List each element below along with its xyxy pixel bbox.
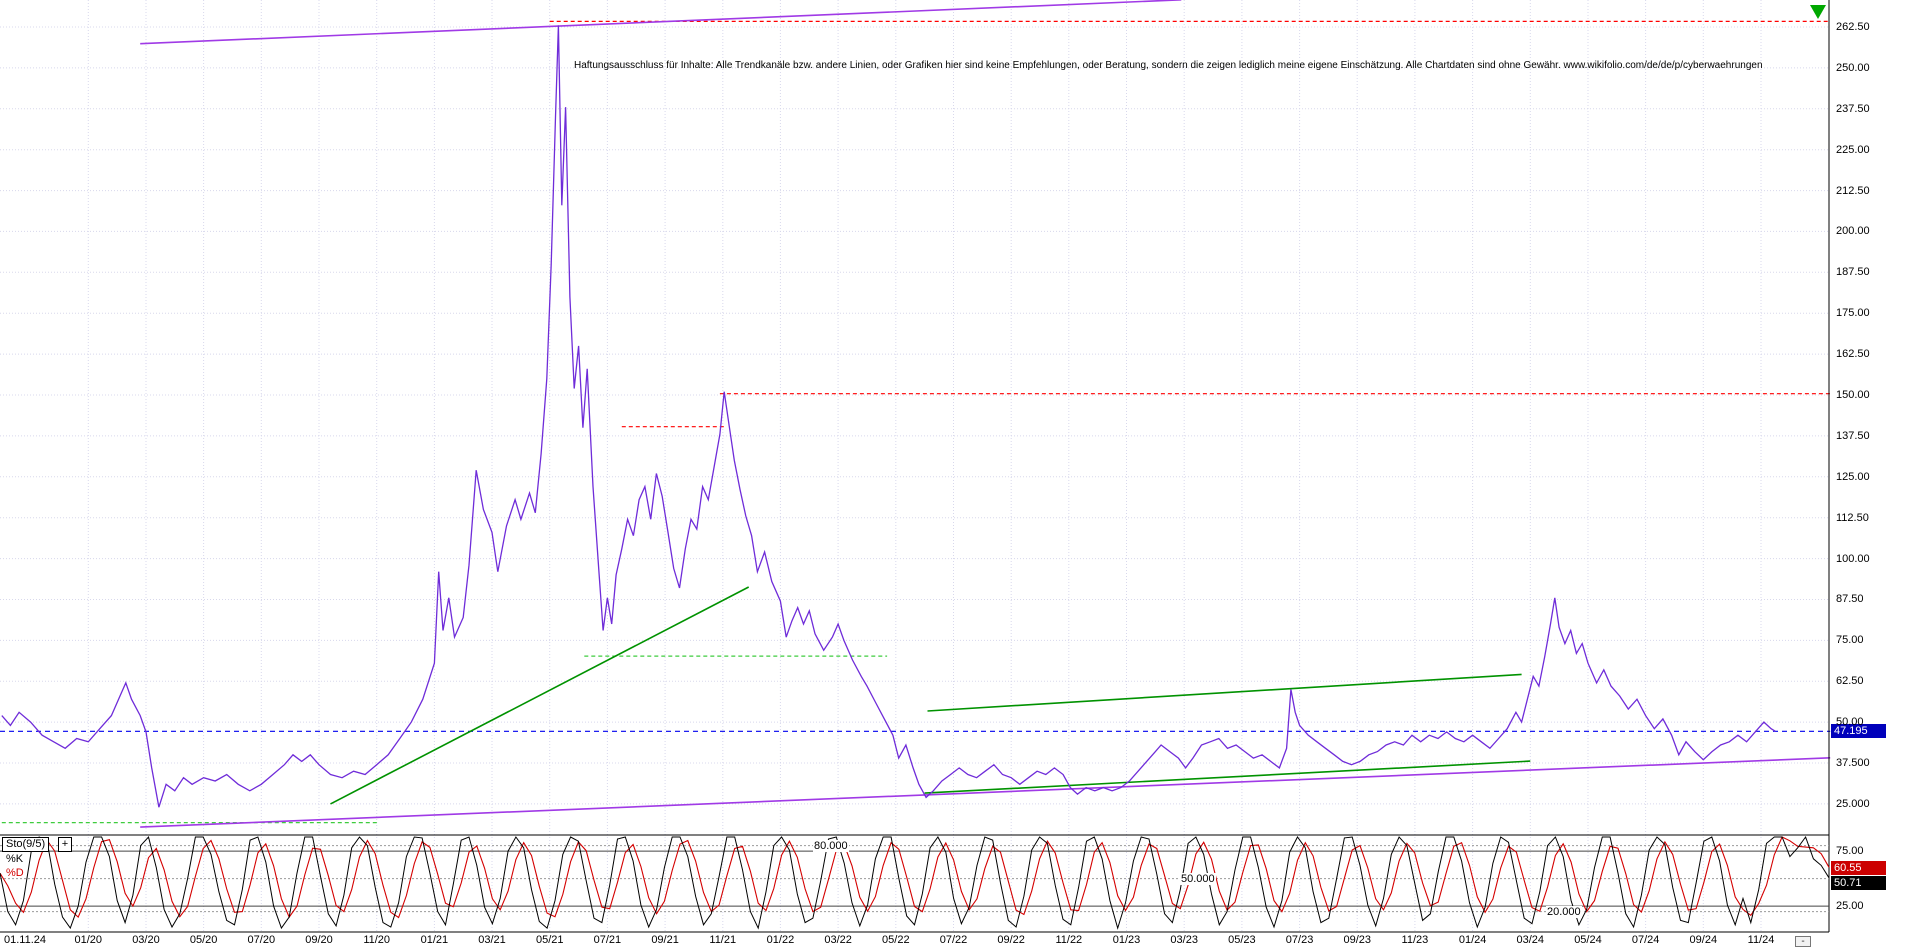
date-axis-label: 09/21: [651, 934, 679, 946]
price-axis-label: 62.50: [1836, 675, 1864, 688]
price-line: [1, 25, 1776, 808]
date-axis-label: 07/20: [247, 934, 276, 946]
date-axis-label: 01/22: [766, 934, 795, 946]
indicator-expand-button[interactable]: +: [58, 837, 72, 852]
price-axis-label: 112.50: [1836, 511, 1869, 524]
date-axis-label: 11/24: [1747, 934, 1775, 946]
date-axis-label: 01/21: [420, 934, 449, 946]
price-axis-label: 237.50: [1836, 102, 1870, 115]
date-axis-label: 11/21: [709, 934, 737, 946]
date-axis-label: 05/20: [189, 934, 218, 946]
price-axis-label: 37.500: [1836, 757, 1870, 770]
price-axis-label: 187.50: [1836, 266, 1870, 279]
disclaimer-text: Haftungsausschluss für Inhalte: Alle Tre…: [574, 60, 1763, 71]
indicator-name-box[interactable]: Sto(9/5): [2, 837, 50, 852]
date-axis-label: 11/22: [1055, 934, 1083, 946]
price-axis-label: 200.00: [1836, 225, 1870, 238]
trendline-uptrend-2022-2024-upper: [927, 673, 1522, 712]
date-axis-label: 05/21: [535, 934, 564, 946]
date-axis-label: 09/22: [997, 934, 1025, 946]
price-axis-label: 50.00: [1836, 716, 1864, 729]
price-axis-label: 212.50: [1836, 184, 1870, 197]
date-axis-label: 03/20: [132, 934, 160, 946]
price-axis-label: 25.000: [1836, 797, 1870, 810]
date-axis-label: 03/23: [1170, 934, 1198, 946]
price-axis-label: 150.00: [1836, 389, 1870, 401]
percent-d-label: %D: [6, 867, 24, 879]
sto-level-label: 80.000: [813, 839, 849, 852]
percent-k-value-badge: 50.71: [1831, 876, 1886, 890]
date-axis-first-label: 01.11.24: [4, 934, 47, 946]
percent-d-value-badge: 60.55: [1831, 861, 1886, 875]
date-axis-label: 01/20: [74, 934, 103, 946]
price-axis-label: 262.50: [1836, 21, 1870, 33]
date-axis-label: 09/23: [1343, 934, 1371, 946]
price-axis-label: 225.00: [1836, 143, 1870, 156]
price-axis-label: 100.00: [1836, 552, 1870, 565]
date-axis-label: 09/20: [305, 934, 333, 946]
price-axis-label: 75.00: [1836, 634, 1864, 647]
price-axis-label: 162.50: [1836, 348, 1870, 361]
date-axis-label: 05/22: [882, 934, 910, 946]
date-axis-label: 03/24: [1516, 934, 1545, 946]
sto-level-label: 20.000: [1546, 905, 1582, 918]
date-axis-label: 01/23: [1112, 934, 1141, 946]
date-axis-label: 09/24: [1689, 934, 1718, 946]
trendline-uptrend-2022-2024-lower: [924, 760, 1531, 794]
date-axis-label: 07/22: [939, 934, 968, 946]
date-axis-label: 11/20: [363, 934, 391, 946]
price-axis-label: 175.00: [1836, 307, 1870, 320]
stochastic-k-line: [0, 835, 1830, 930]
current-price-badge: 47.195: [1831, 724, 1886, 738]
date-axis-label: 01/24: [1458, 934, 1487, 946]
sto-level-label: 50.000: [1180, 872, 1216, 885]
price-axis-label: 137.50: [1836, 429, 1870, 442]
date-axis-label: 05/23: [1228, 934, 1256, 946]
axis-minus-button[interactable]: -: [1795, 936, 1811, 947]
stochastic-d-line: [0, 836, 1830, 919]
price-axis-label: 125.00: [1836, 470, 1870, 483]
trendline-lower-channel-line: [140, 757, 1831, 828]
price-axis-label: 87.50: [1836, 593, 1864, 606]
trendline-uptrend-2020-2021: [330, 586, 750, 805]
trendline-upper-channel-line: [140, 0, 1182, 45]
sto-axis-label: 25.00: [1836, 900, 1864, 913]
price-axis-label: 250.00: [1836, 61, 1870, 74]
date-axis-label: 07/21: [593, 934, 622, 946]
date-axis-label: 05/24: [1574, 934, 1602, 946]
date-axis-label: 11/23: [1401, 934, 1429, 946]
date-axis-label: 03/21: [478, 934, 506, 946]
date-axis-label: 03/22: [824, 934, 852, 946]
date-axis-label: 07/24: [1631, 934, 1660, 946]
green-down-arrow-icon: [1810, 5, 1826, 19]
sto-axis-label: 75.00: [1836, 845, 1864, 858]
percent-k-label: %K: [6, 853, 24, 865]
date-axis-label: 07/23: [1285, 934, 1314, 946]
